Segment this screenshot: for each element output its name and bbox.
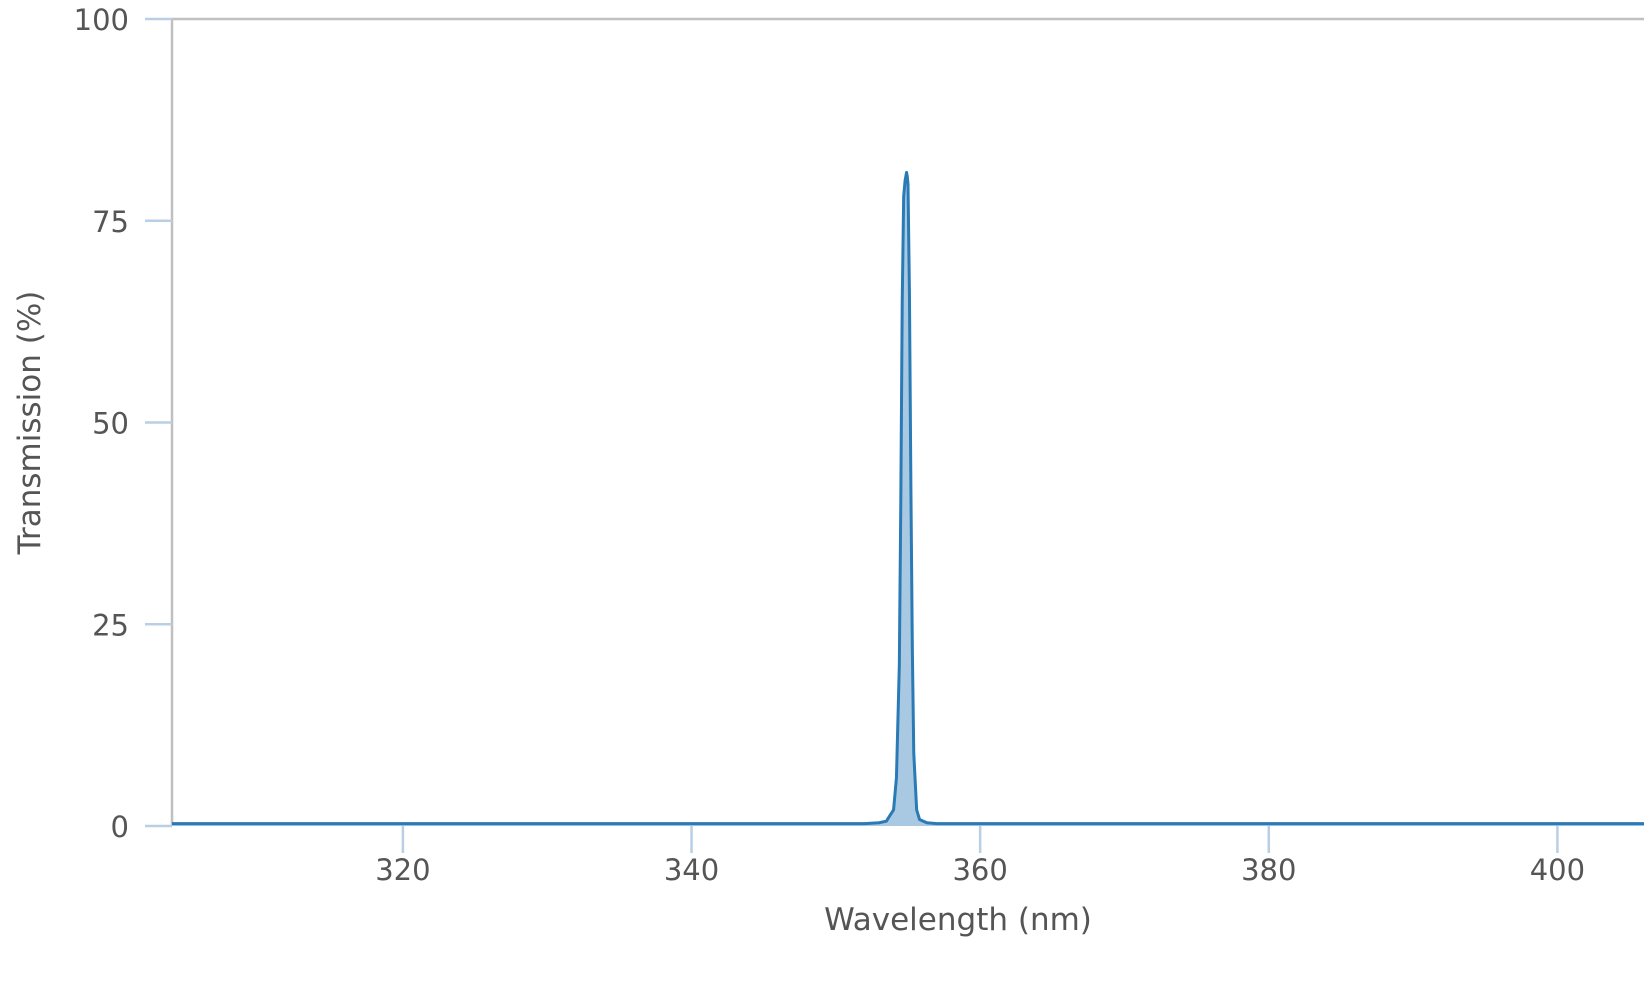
series-layer (172, 170, 1644, 826)
x-axis-ticks: 320 340 360 380 400 (375, 826, 1585, 887)
y-tick-label: 50 (92, 407, 129, 441)
y-axis-ticks: 0 25 50 75 100 (74, 3, 172, 844)
y-axis-title: Transmission (%) (12, 291, 48, 556)
x-tick-label: 320 (375, 853, 430, 887)
x-tick-label: 380 (1241, 853, 1296, 887)
x-axis-title: Wavelength (nm) (824, 902, 1092, 938)
x-tick-label: 360 (952, 853, 1007, 887)
y-tick-label: 75 (92, 205, 129, 239)
x-tick-label: 400 (1530, 853, 1585, 887)
y-tick-label: 0 (111, 810, 129, 844)
y-tick-label: 100 (74, 3, 129, 37)
transmission-line (172, 170, 1644, 826)
y-tick-label: 25 (92, 608, 129, 642)
transmission-area (172, 172, 1644, 826)
x-tick-label: 340 (664, 853, 719, 887)
